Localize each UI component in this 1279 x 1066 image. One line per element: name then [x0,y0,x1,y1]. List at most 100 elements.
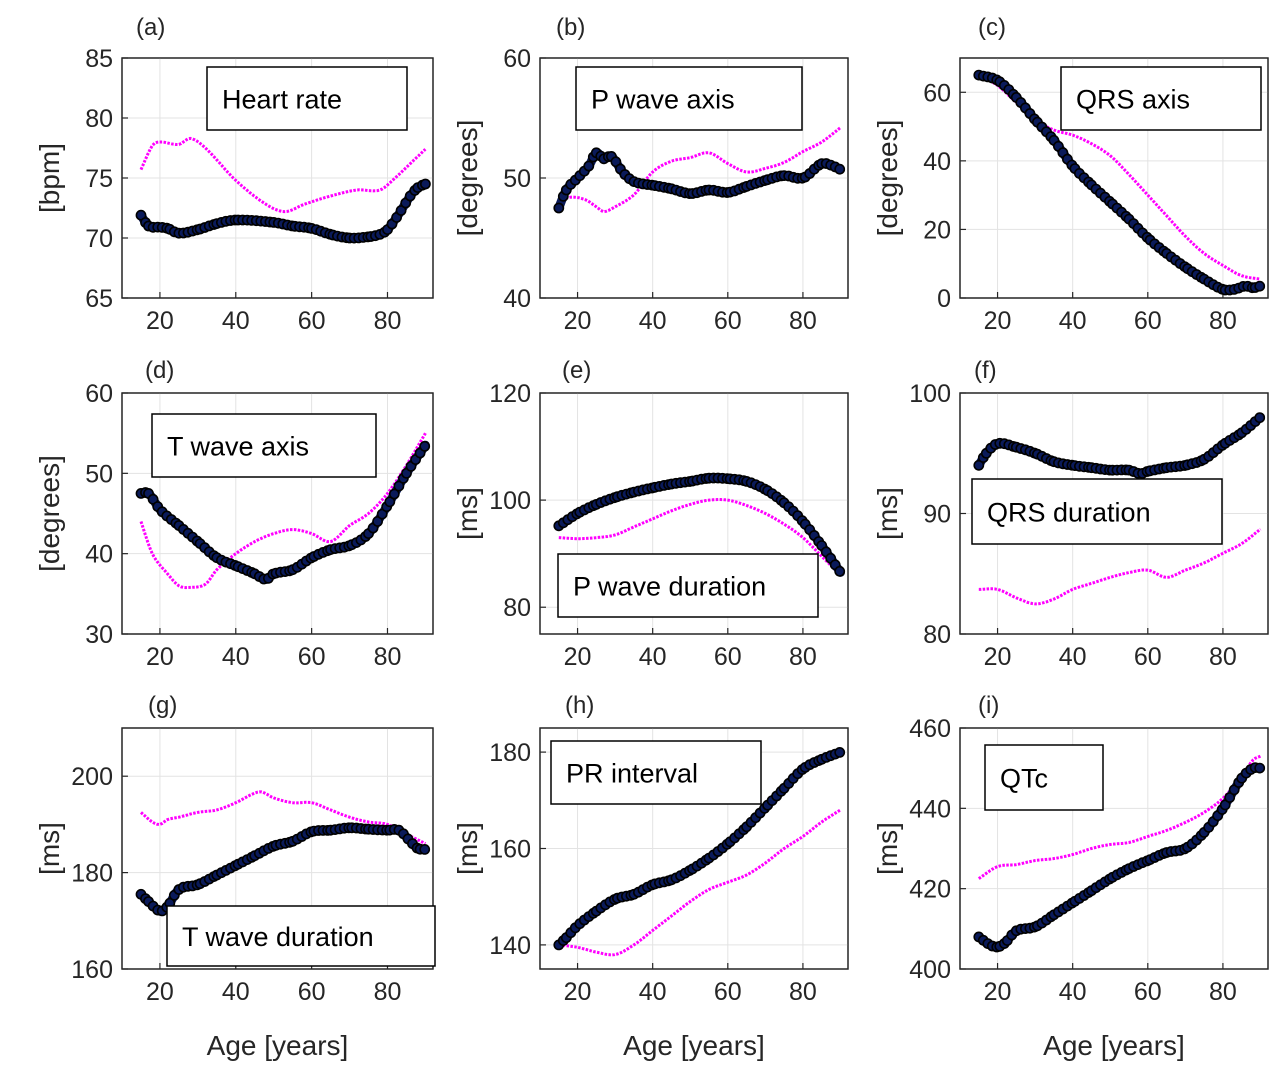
y-tick-label: 400 [909,956,951,984]
data-point [553,202,565,214]
y-tick-label: 460 [909,715,951,743]
x-tick-label: 60 [1134,643,1162,671]
x-tick-label: 20 [146,643,174,671]
panel-g: 20 40 60 80 160 180 200 T wave duration (g) [ms] A… [34,692,436,1061]
legend-box: QTc [984,744,1104,811]
x-tick-label: 40 [1059,643,1087,671]
y-axis-label: [ms] [872,487,903,540]
series-black [973,762,1266,953]
x-tick-label: 80 [374,643,402,671]
legend-box: T wave duration [166,905,436,967]
panel-letter: (g) [148,692,177,719]
series-black [135,178,431,244]
y-axis-label: [ms] [872,822,903,875]
series-line [558,126,842,214]
series-black [553,747,846,951]
legend-box: QRS axis [1060,66,1262,131]
panel-a: 20 40 60 80 65 70 75 80 85 Heart rate (a) [bpm] [34,14,434,335]
data-point [393,480,405,492]
y-tick-label: 40 [85,541,113,569]
legend-box: P wave axis [575,66,803,131]
plot-frame [121,392,434,635]
series-line [977,754,1262,880]
data-point [384,496,396,508]
y-tick-label: 160 [489,836,531,864]
y-axis-label: [degrees] [34,455,65,572]
panel-letter: (d) [145,357,174,384]
data-point [834,747,846,758]
series-line [139,136,427,214]
y-tick-label: 30 [85,621,113,649]
y-tick-label: 100 [489,487,531,515]
data-point [834,163,846,175]
y-tick-label: 0 [937,285,951,313]
plot-frame [959,57,1269,299]
x-tick-label: 40 [639,307,667,335]
y-tick-label: 40 [923,148,951,176]
panel-letter: (i) [978,692,999,719]
series-pink [139,790,427,846]
chart-title: P wave duration [573,572,766,602]
data-point [419,844,431,855]
legend-box: T wave axis [151,413,377,478]
x-tick-label: 40 [222,978,250,1006]
legend-frame [557,553,819,618]
chart-title: QRS duration [987,498,1151,528]
y-tick-label: 50 [85,460,113,488]
x-tick-label: 60 [714,978,742,1006]
data-point [1224,792,1236,803]
panel-h: 20 40 60 80 140 160 180 PR interval (h) [ms] Age [… [452,692,849,1061]
y-tick-label: 160 [71,956,113,984]
panel-letter: (a) [136,14,165,41]
panel-b: 20 40 60 80 40 50 60 P wave axis (b) [degrees] [452,14,849,335]
x-tick-label: 80 [789,307,817,335]
legend-frame [1060,66,1262,131]
y-tick-label: 120 [489,380,531,408]
x-tick-label: 60 [1134,978,1162,1006]
y-tick-label: 40 [503,285,531,313]
series-pink [978,527,1262,606]
y-tick-label: 60 [923,79,951,107]
series-line [978,527,1262,606]
series-pink [977,754,1262,880]
y-tick-label: 80 [85,105,113,133]
x-axis-label: Age [years] [1043,1030,1185,1061]
chart-title: T wave axis [167,432,309,462]
legend-frame [166,905,436,967]
x-tick-label: 20 [564,643,592,671]
x-tick-label: 20 [984,307,1012,335]
data-point [583,160,595,172]
series-line [139,432,427,590]
x-tick-label: 80 [789,643,817,671]
x-tick-label: 40 [222,307,250,335]
plot-frame [539,392,849,635]
series-black [135,822,431,917]
y-tick-label: 80 [503,594,531,622]
y-tick-label: 420 [909,876,951,904]
x-tick-label: 20 [984,643,1012,671]
x-tick-label: 20 [146,307,174,335]
y-tick-label: 90 [923,501,951,529]
data-point [419,440,431,452]
y-tick-label: 70 [85,225,113,253]
panel-i: 20 40 60 80 400 420 440 460 QTc (i) [ms] Age [years… [872,692,1269,1061]
y-tick-label: 85 [85,45,113,73]
y-axis-label: [ms] [34,822,65,875]
y-tick-label: 140 [489,932,531,960]
series-line [558,808,842,957]
y-axis-label: [degrees] [872,120,903,237]
series-line [558,498,842,577]
series-pink [139,432,427,590]
legend-box: PR interval [550,740,762,805]
series-pink [558,498,842,577]
y-tick-label: 180 [71,860,113,888]
x-tick-label: 40 [639,643,667,671]
y-tick-label: 100 [909,380,951,408]
x-tick-label: 20 [984,978,1012,1006]
y-tick-label: 60 [85,380,113,408]
x-tick-label: 20 [564,978,592,1006]
chart-title: PR interval [566,759,698,789]
panel-letter: (h) [565,692,594,719]
panel-letter: (c) [978,14,1006,41]
